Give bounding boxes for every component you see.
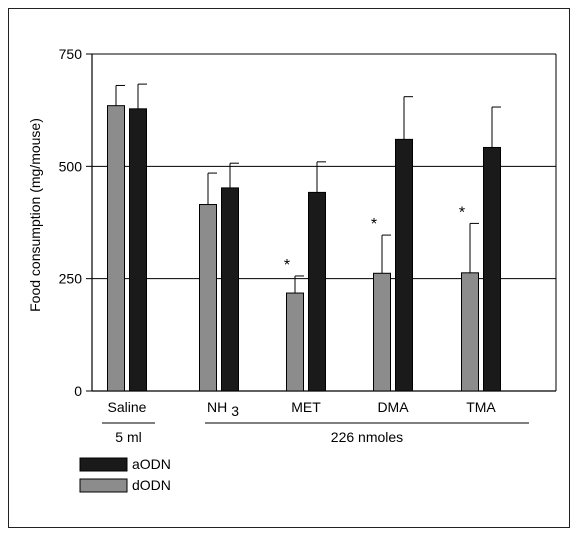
significance-mark: * — [371, 216, 377, 233]
bar-dODN-MET — [286, 292, 304, 392]
y-axis-label: Food consumption (mg/mouse) — [27, 118, 43, 312]
y-tick-label: 250 — [59, 271, 83, 287]
bar-aODN-TMA — [483, 146, 501, 392]
legend-swatch — [79, 478, 128, 493]
y-tick-label: 500 — [59, 158, 83, 174]
group-label: 226 nmoles — [331, 429, 403, 445]
bar-dODN-NH3 — [199, 204, 217, 392]
bar-dODN-DMA — [373, 272, 391, 392]
y-tick-label: 0 — [74, 383, 82, 399]
significance-mark: * — [459, 204, 465, 221]
group-labels: 5 ml 226 nmoles — [102, 422, 529, 445]
bar-aODN-NH3 — [221, 187, 239, 392]
y-tick-label: 750 — [59, 46, 83, 62]
x-tick-label: MET — [291, 399, 321, 415]
x-tick-label: Saline — [108, 399, 147, 415]
legend-swatch — [79, 457, 128, 472]
legend: aODN dODN — [79, 456, 171, 493]
legend-label: aODN — [132, 456, 171, 472]
x-tick-labels: Saline NH 3 MET DMA TMA — [108, 399, 497, 419]
bar-aODN-MET — [308, 191, 326, 392]
bar-aODN-DMA — [395, 138, 413, 392]
bars: * * * — [107, 83, 501, 392]
x-tick-label: DMA — [377, 399, 409, 415]
legend-label: dODN — [132, 477, 171, 493]
significance-mark: * — [284, 257, 290, 274]
x-tick-label: NH 3 — [207, 399, 239, 419]
y-tick-labels: 0 250 500 750 — [59, 46, 83, 399]
x-tick-label: TMA — [466, 399, 496, 415]
bar-dODN-TMA — [461, 272, 479, 392]
group-label: 5 ml — [115, 429, 141, 445]
bar-aODN-Saline — [129, 108, 147, 392]
outer-border — [8, 8, 570, 528]
bar-dODN-Saline — [107, 105, 125, 392]
